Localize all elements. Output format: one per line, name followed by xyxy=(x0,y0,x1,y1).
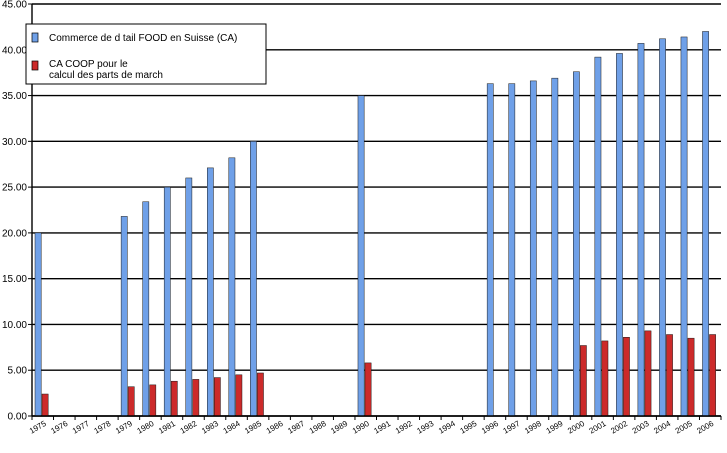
bar-series-1 xyxy=(659,38,666,417)
x-tick-label: 1991 xyxy=(372,419,392,436)
x-tick-label: 1999 xyxy=(545,419,565,436)
bar-series-1 xyxy=(486,83,494,417)
legend-label-series-1: Commerce de d tail FOOD en Suisse (CA) xyxy=(49,33,237,44)
bar-series-2 xyxy=(623,337,630,417)
bar-series-1 xyxy=(185,177,193,417)
x-tick-label: 2002 xyxy=(609,419,629,436)
bar-series-2 xyxy=(192,379,200,417)
x-tick-label: 1986 xyxy=(265,419,285,436)
y-tick-label: 35.00 xyxy=(2,91,27,102)
x-tick-label: 1996 xyxy=(480,419,500,436)
bar-series-2 xyxy=(644,330,652,417)
x-tick-label: 1983 xyxy=(200,419,220,436)
bar-series-2 xyxy=(257,372,264,417)
x-tick-label: 1990 xyxy=(351,419,371,436)
x-tick-label: 1987 xyxy=(286,419,306,436)
x-tick-label: 1976 xyxy=(49,419,69,436)
bar-series-1 xyxy=(551,77,559,417)
x-tick-label: 1981 xyxy=(157,419,177,436)
legend-box xyxy=(25,23,267,85)
bar-series-1 xyxy=(357,95,365,417)
y-tick-label: 5.00 xyxy=(8,366,28,377)
x-tick-label: 1978 xyxy=(92,419,112,436)
bar-series-2 xyxy=(687,337,695,417)
bar-series-1 xyxy=(594,56,602,417)
bar-series-2 xyxy=(666,334,673,417)
x-axis-ticks: 1975 1976 1977 1978 1979 1980 1981 1982 1983 1984… xyxy=(28,416,722,436)
x-tick-label: 1984 xyxy=(222,419,242,436)
bar-series-1 xyxy=(529,80,537,417)
bar-series-2 xyxy=(235,374,243,417)
bar-series-2 xyxy=(41,393,49,417)
bar-series-2 xyxy=(149,384,157,417)
y-tick-label: 10.00 xyxy=(2,320,27,331)
bar-series-2 xyxy=(127,386,135,417)
bar-series-2 xyxy=(364,362,372,417)
x-tick-label: 2000 xyxy=(566,419,586,436)
x-tick-label: 2005 xyxy=(674,419,694,436)
bar-series-1 xyxy=(142,201,150,417)
bar-series-1 xyxy=(508,83,516,417)
y-tick-label: 20.00 xyxy=(2,228,27,239)
x-tick-label: 1995 xyxy=(458,419,478,436)
x-tick-label: 1997 xyxy=(502,419,522,436)
x-tick-label: 1977 xyxy=(71,419,91,436)
bar-series-1 xyxy=(637,43,645,417)
bar-series-2 xyxy=(709,334,716,417)
x-tick-label: 1989 xyxy=(329,419,349,436)
x-tick-label: 1979 xyxy=(114,419,134,436)
x-tick-label: 1992 xyxy=(394,419,414,436)
x-tick-label: 1998 xyxy=(523,419,543,436)
legend-label-series-2-line-2: calcul des parts de march xyxy=(49,70,163,81)
legend-swatch-series-2 xyxy=(31,60,39,71)
bar-series-2 xyxy=(214,377,221,417)
x-tick-label: 2001 xyxy=(588,419,608,436)
x-tick-label: 2004 xyxy=(652,419,672,436)
bar-series-1 xyxy=(207,167,214,417)
legend: Commerce de d tail FOOD en Suisse (CA) C… xyxy=(25,23,267,85)
bar-series-2 xyxy=(170,380,178,417)
x-tick-label: 1980 xyxy=(136,419,156,436)
x-tick-label: 1975 xyxy=(28,419,48,436)
bar-series-1 xyxy=(250,141,257,417)
legend-swatch-series-1 xyxy=(31,32,39,43)
x-tick-label: 2006 xyxy=(695,419,715,436)
bars xyxy=(34,31,716,417)
bar-series-1 xyxy=(163,186,171,417)
bar-series-1 xyxy=(680,36,688,417)
bar-series-1 xyxy=(34,232,42,417)
bar-series-1 xyxy=(702,31,709,417)
y-tick-label: 30.00 xyxy=(2,137,27,148)
legend-label-series-2-line-1: CA COOP pour le xyxy=(49,59,128,70)
x-tick-label: 1994 xyxy=(437,419,457,436)
bar-series-1 xyxy=(120,216,128,417)
bar-series-1 xyxy=(228,157,236,417)
x-tick-label: 1985 xyxy=(243,419,263,436)
y-tick-label: 15.00 xyxy=(2,274,27,285)
bar-series-1 xyxy=(616,53,623,417)
x-tick-label: 1993 xyxy=(415,419,435,436)
y-tick-label: 0.00 xyxy=(8,412,28,423)
y-tick-label: 40.00 xyxy=(2,45,27,56)
bar-series-1 xyxy=(573,71,580,417)
x-tick-label: 1982 xyxy=(179,419,199,436)
bar-series-2 xyxy=(601,340,609,417)
x-tick-label: 1988 xyxy=(308,419,328,436)
y-tick-label: 45.00 xyxy=(2,0,27,11)
x-tick-label: 2003 xyxy=(631,419,651,436)
y-tick-label: 25.00 xyxy=(2,183,27,194)
bar-series-2 xyxy=(580,345,587,417)
